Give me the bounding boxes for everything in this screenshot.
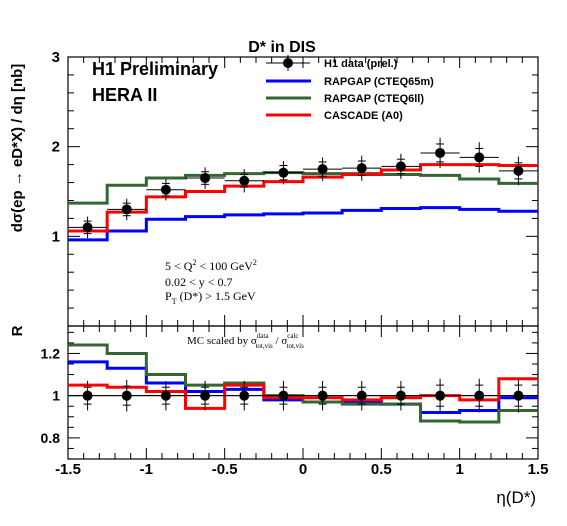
data-point (160, 184, 171, 195)
ratio-data-point (82, 390, 93, 401)
ratio-y-tick-label: 0.8 (41, 430, 61, 446)
top-y-tick-label: 3 (52, 49, 60, 66)
legend-marker (283, 58, 293, 68)
data-point (435, 147, 446, 158)
ratio-data-point (200, 390, 211, 401)
x-axis-label: η(D*) (496, 488, 536, 507)
chart-title: D* in DIS (248, 39, 316, 56)
data-point (121, 204, 132, 215)
legend-label: CASCADE (A0) (324, 110, 403, 122)
data-point (82, 222, 93, 233)
data-point (200, 173, 211, 184)
ratio-data-point (435, 390, 446, 401)
header-hera-ii: HERA II (92, 85, 157, 105)
data-point (474, 152, 485, 163)
data-point (513, 165, 524, 176)
ratio-data-point (160, 390, 171, 401)
data-point (356, 163, 367, 174)
x-tick-label: -1 (140, 461, 153, 478)
cut-q2: 5 < Q2 < 100 GeV2 (165, 258, 257, 273)
cut-pt: PT (D*) > 1.5 GeV (165, 289, 256, 306)
top-y-axis-label: dσ(ep → eD*X) / dη [nb] (9, 64, 26, 233)
series-rapgap-cteq65m-top (68, 206, 538, 242)
data-point (395, 161, 406, 172)
x-tick-label: -0.5 (212, 461, 238, 478)
ratio-data-point (474, 390, 485, 401)
ratio-data-point (356, 390, 367, 401)
ratio-data-point (121, 390, 132, 401)
legend-label: RAPGAP (CTEQ6ll) (324, 93, 424, 105)
legend-label: H1 data (prel.) (324, 58, 398, 70)
header-h1-preliminary: H1 Preliminary (92, 59, 218, 79)
ratio-data-point (278, 390, 289, 401)
top-y-tick-label: 2 (52, 139, 60, 156)
ratio-data-point (239, 390, 250, 401)
top-y-tick-label: 1 (52, 228, 60, 245)
ratio-data-point (395, 390, 406, 401)
ratio-y-tick-label: 1.2 (41, 345, 61, 361)
ratio-y-axis-label: R (9, 325, 26, 336)
x-tick-label: 0.5 (371, 461, 392, 478)
series-cascade-a0-ratio (68, 377, 538, 410)
data-point (239, 175, 250, 186)
legend-label: RAPGAP (CTEQ65m) (324, 76, 434, 88)
x-tick-label: -1.5 (55, 461, 81, 478)
ratio-annotation: MC scaled by σdata tot,vis / σcalc tot,vis (187, 332, 304, 350)
ratio-data-point (513, 390, 524, 401)
x-tick-label: 0 (299, 461, 307, 478)
x-tick-label: 1 (455, 461, 463, 478)
ratio-data-point (317, 390, 328, 401)
x-tick-label: 1.5 (528, 461, 549, 478)
data-point (278, 167, 289, 178)
series-cascade-a0-top (68, 163, 538, 233)
ratio-y-tick-label: 1 (52, 388, 60, 404)
data-point (317, 164, 328, 175)
cut-y: 0.02 < y < 0.7 (165, 275, 233, 289)
